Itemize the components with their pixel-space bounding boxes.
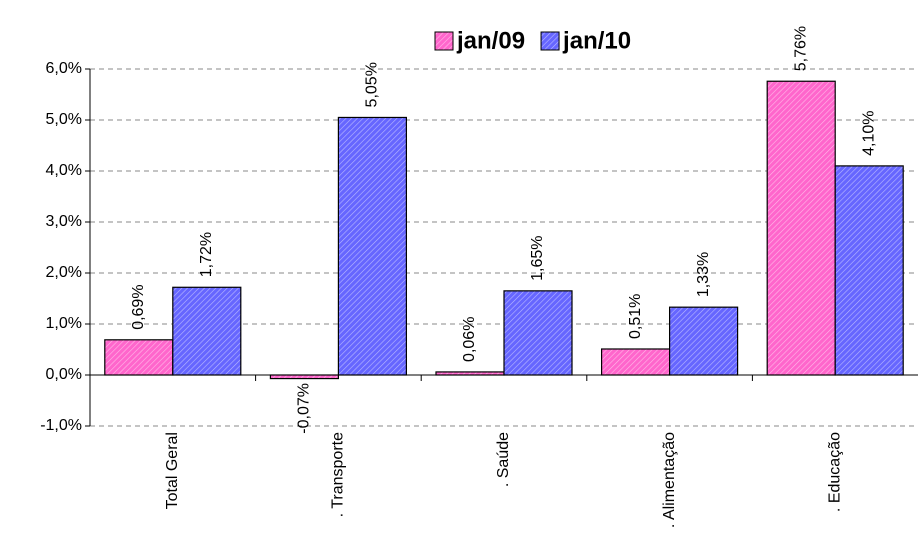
y-tick-label: 2,0% <box>46 264 82 281</box>
legend-swatch <box>434 31 454 51</box>
x-tick-label: . Alimentação <box>661 432 678 528</box>
y-tick-label: -1,0% <box>40 417 82 434</box>
x-tick-label: . Educação <box>826 432 843 512</box>
y-tick-label: 4,0% <box>46 162 82 179</box>
value-label: 1,65% <box>529 235 546 280</box>
value-label: 1,72% <box>198 232 215 277</box>
value-label: 4,10% <box>860 111 877 156</box>
y-tick-label: 6,0% <box>46 60 82 77</box>
legend-swatch <box>540 31 560 51</box>
value-label: 0,69% <box>130 284 147 329</box>
bar <box>668 306 739 376</box>
legend-label: jan/09 <box>456 27 525 54</box>
value-label: 5,05% <box>364 62 381 107</box>
bar <box>503 290 573 376</box>
value-label: 1,33% <box>695 252 712 297</box>
bar <box>834 165 904 376</box>
bar <box>435 371 505 376</box>
y-tick-label: 5,0% <box>46 111 82 128</box>
legend-label: jan/10 <box>562 27 631 54</box>
y-tick-label: 0,0% <box>46 366 82 383</box>
value-label: -0,07% <box>296 383 313 434</box>
value-label: 5,76% <box>792 26 809 71</box>
x-tick-label: Total Geral <box>164 432 181 509</box>
y-tick-label: 1,0% <box>46 315 82 332</box>
value-label: 0,51% <box>627 294 644 339</box>
bar <box>172 286 242 376</box>
bar <box>269 374 339 380</box>
bar <box>766 80 836 376</box>
bar <box>337 116 407 376</box>
bar <box>104 339 174 376</box>
value-label: 0,06% <box>461 317 478 362</box>
y-tick-label: 3,0% <box>46 213 82 230</box>
x-tick-label: . Transporte <box>330 432 347 517</box>
x-tick-label: . Saúde <box>495 432 512 487</box>
bar <box>600 348 671 376</box>
